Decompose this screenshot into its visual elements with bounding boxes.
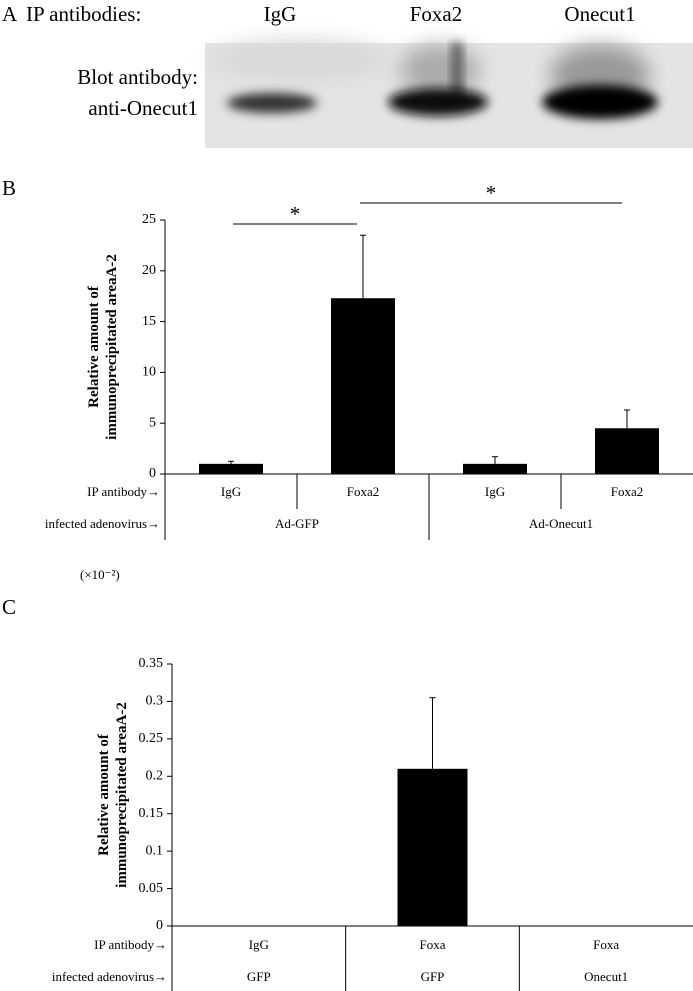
lane-label: Foxa2 [410,2,463,26]
y-tick-label: 25 [142,212,156,227]
panel-label: C [2,595,16,619]
x-tick-label: Foxa [593,937,619,952]
y-axis-label: Relative amount of immunoprecipitated are… [96,702,130,888]
ip-label: IP antibodies: [26,2,141,26]
y-axis-label-line: Relative amount of [96,733,112,856]
y-tick-label: 0 [149,466,156,481]
significance-mark: * [486,181,497,205]
significance-mark: * [290,202,301,226]
lane-label: IgG [264,2,297,26]
unit-label: (×10⁻²) [80,567,120,582]
row-label: infected adenovirus→ [52,969,167,984]
bar [463,463,527,474]
bar [595,428,659,474]
y-axis-label-line: immunoprecipitated areaA-2 [104,254,120,440]
lane-label: Onecut1 [564,2,635,26]
y-tick-label: 20 [142,263,156,278]
y-tick-label: 0.3 [146,694,164,709]
bar [331,298,395,474]
row-label: infected adenovirus→ [45,516,160,531]
group-label: Onecut1 [584,969,628,984]
row-label: IP antibody→ [87,484,160,499]
x-tick-label: Foxa [420,937,446,952]
x-tick-label: Foxa2 [611,484,644,499]
y-tick-label: 0.05 [139,881,164,896]
blot-image [205,40,693,148]
y-tick-label: 0.25 [139,731,164,746]
y-tick-label: 0.15 [139,806,164,821]
y-axis-label-line: Relative amount of [86,285,102,408]
panel-label: A [2,2,18,26]
panel-label: B [2,176,16,200]
blot-label: Blot antibody: [77,65,198,89]
group-label: Ad-GFP [275,516,319,531]
bar [397,768,468,926]
y-tick-label: 15 [142,314,156,329]
x-tick-label: IgG [249,937,269,952]
row-label: IP antibody→ [94,937,167,952]
x-tick-label: Foxa2 [347,484,380,499]
group-label: Ad-Onecut1 [529,516,593,531]
y-tick-label: 0.2 [146,769,164,784]
y-tick-label: 0.1 [146,843,164,858]
x-tick-label: IgG [485,484,505,499]
y-axis-label: Relative amount of immunoprecipitated are… [86,254,120,440]
group-label: GFP [421,969,445,984]
bar [199,463,263,474]
y-tick-label: 0 [156,918,163,933]
y-tick-label: 5 [149,415,156,430]
x-tick-label: IgG [221,484,241,499]
blot-label: anti-Onecut1 [88,96,198,120]
y-axis-label-line: immunoprecipitated areaA-2 [114,702,130,888]
group-label: GFP [247,969,271,984]
y-tick-label: 0.35 [139,656,164,671]
y-tick-label: 10 [142,365,156,380]
